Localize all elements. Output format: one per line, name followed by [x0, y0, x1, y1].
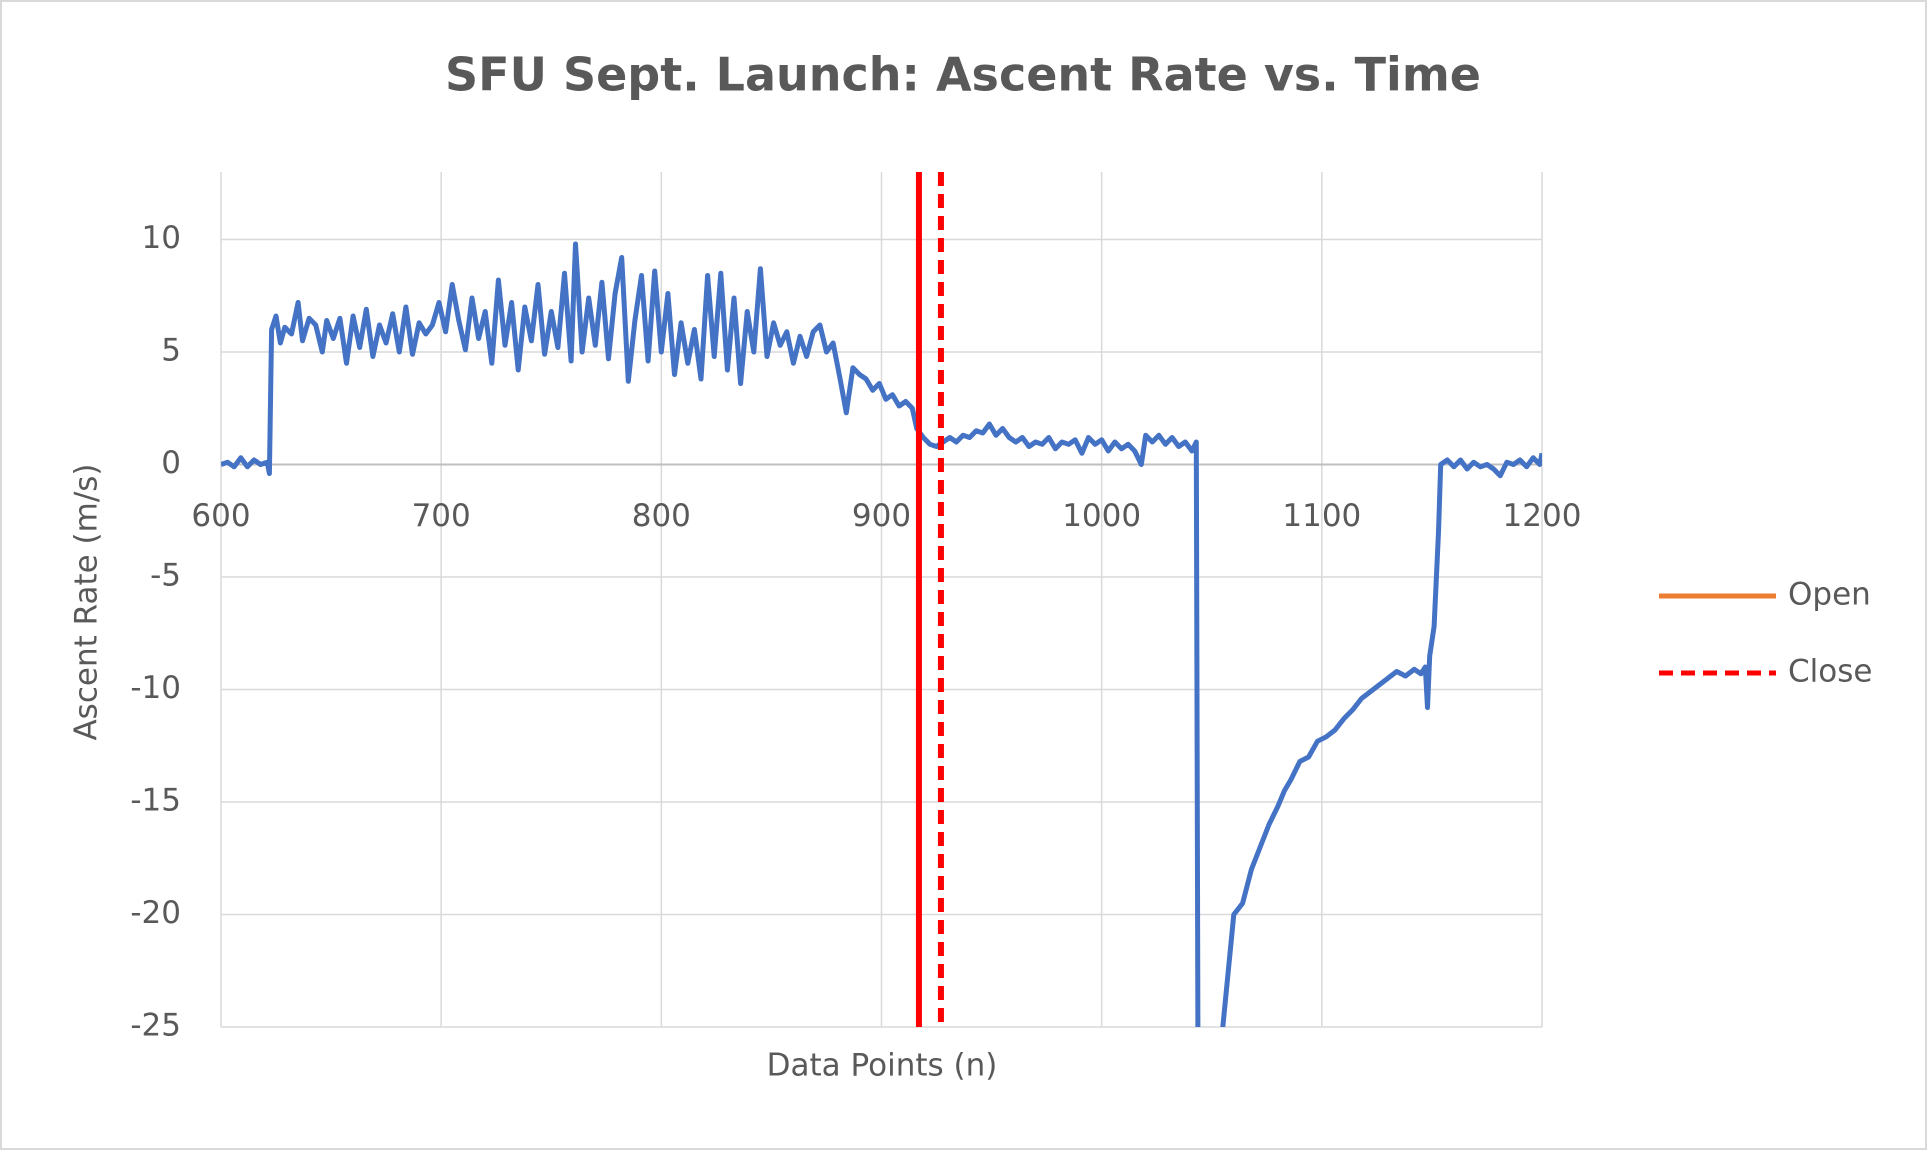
- y-tick-label: 10: [142, 220, 181, 256]
- x-tick-label: 600: [191, 498, 250, 534]
- legend-label: Close: [1788, 654, 1872, 690]
- x-tick-label: 1000: [1062, 498, 1141, 534]
- y-tick-label: 0: [161, 445, 181, 481]
- y-tick-label: -5: [150, 558, 181, 594]
- legend-label: Open: [1788, 577, 1871, 613]
- x-tick-label: 1100: [1282, 498, 1361, 534]
- chart-title: SFU Sept. Launch: Ascent Rate vs. Time: [445, 48, 1481, 102]
- x-tick-label: 900: [852, 498, 911, 534]
- y-tick-label: -20: [130, 895, 181, 931]
- y-axis-title: Ascent Rate (m/s): [69, 463, 105, 740]
- y-tick-label: -15: [130, 783, 181, 819]
- data-line: [221, 241, 1542, 1027]
- y-tick-label: -25: [130, 1008, 181, 1044]
- x-axis-title: Data Points (n): [767, 1048, 998, 1084]
- plot-area: [221, 241, 1542, 1027]
- x-tick-label: 800: [632, 498, 691, 534]
- x-tick-label: 1200: [1503, 498, 1582, 534]
- y-tick-label: -10: [130, 670, 181, 706]
- y-tick-label: 5: [161, 333, 181, 369]
- x-tick-label: 700: [412, 498, 471, 534]
